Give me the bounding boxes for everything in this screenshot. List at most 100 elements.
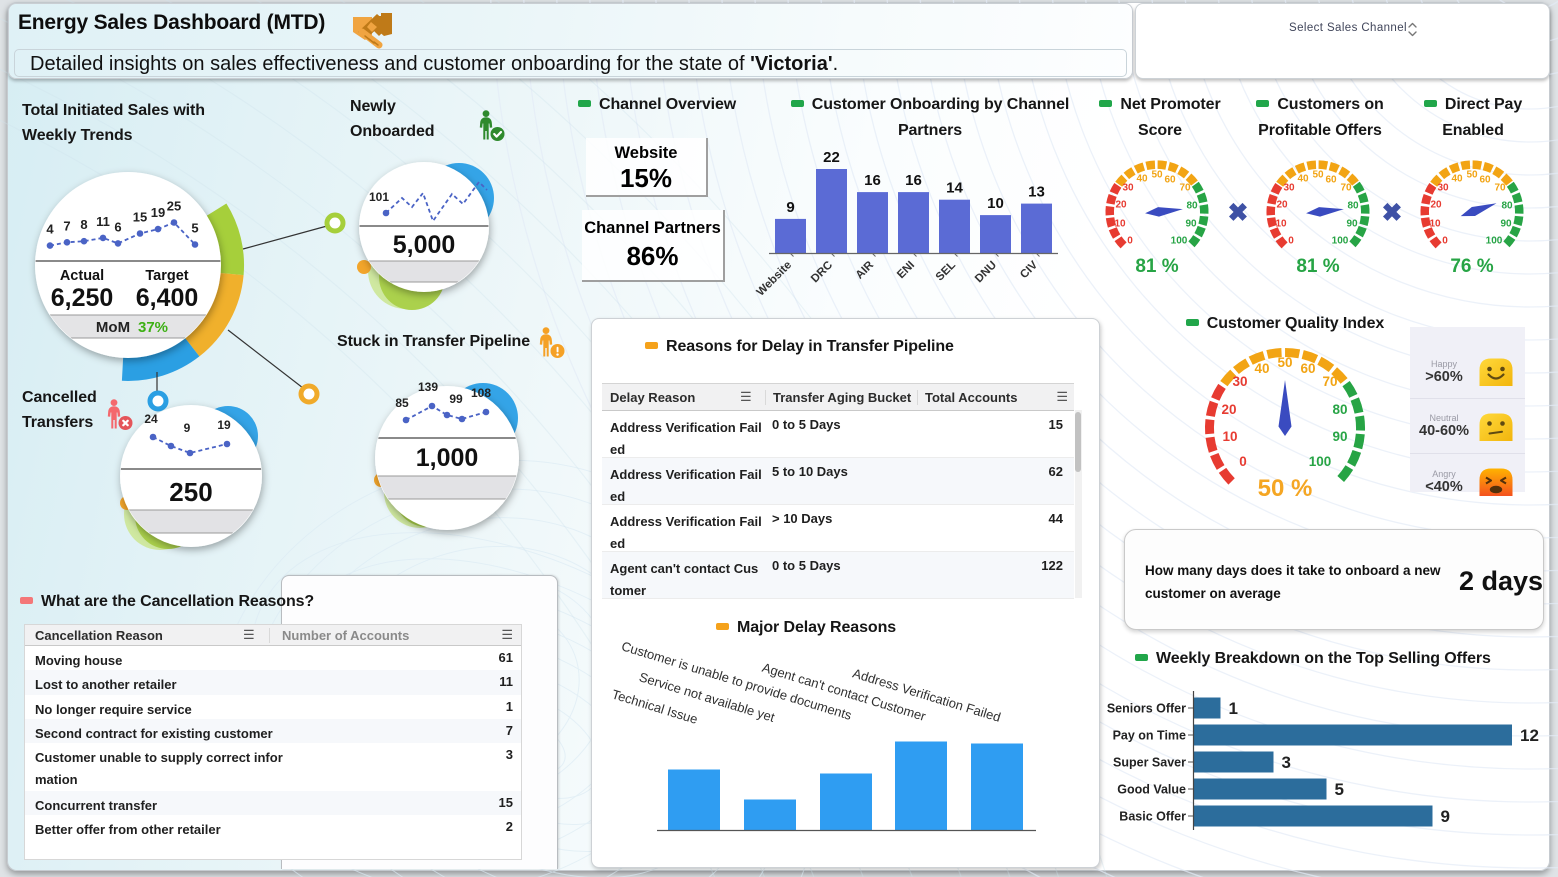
svg-text:11: 11 bbox=[96, 214, 110, 229]
svg-text:4: 4 bbox=[46, 222, 54, 237]
svg-text:✖: ✖ bbox=[1228, 199, 1249, 227]
svg-text:12: 12 bbox=[1520, 726, 1539, 745]
svg-text:13: 13 bbox=[1028, 184, 1045, 201]
svg-text:MoM: MoM bbox=[96, 319, 130, 336]
svg-text:16: 16 bbox=[864, 172, 881, 189]
svg-text:50: 50 bbox=[1151, 170, 1163, 181]
svg-text:81 %: 81 % bbox=[1135, 256, 1178, 277]
svg-text:80: 80 bbox=[1501, 201, 1513, 212]
svg-text:Pay on Time: Pay on Time bbox=[1113, 729, 1186, 743]
svg-text:Website: Website bbox=[755, 259, 795, 299]
svg-text:30: 30 bbox=[1437, 183, 1449, 194]
svg-text:90: 90 bbox=[1332, 429, 1347, 444]
svg-text:Good Value: Good Value bbox=[1117, 783, 1186, 797]
svg-text:AIR: AIR bbox=[854, 259, 877, 282]
svg-text:ENI: ENI bbox=[895, 259, 917, 281]
svg-text:50 %: 50 % bbox=[1258, 475, 1313, 502]
svg-text:0: 0 bbox=[1442, 236, 1448, 247]
svg-text:108: 108 bbox=[471, 386, 491, 400]
svg-text:80: 80 bbox=[1332, 402, 1347, 417]
svg-text:90: 90 bbox=[1185, 219, 1197, 230]
svg-text:15: 15 bbox=[133, 210, 147, 225]
svg-text:50: 50 bbox=[1277, 355, 1292, 370]
svg-text:5: 5 bbox=[191, 221, 198, 236]
svg-text:139: 139 bbox=[418, 380, 438, 394]
svg-text:16: 16 bbox=[905, 172, 922, 189]
svg-text:24: 24 bbox=[144, 412, 158, 426]
svg-text:40: 40 bbox=[1136, 174, 1148, 185]
svg-text:80: 80 bbox=[1347, 201, 1359, 212]
svg-text:CIV: CIV bbox=[1018, 259, 1040, 281]
svg-text:81 %: 81 % bbox=[1296, 256, 1339, 277]
svg-text:0: 0 bbox=[1239, 454, 1247, 469]
svg-text:100: 100 bbox=[1171, 236, 1188, 247]
svg-text:5: 5 bbox=[1335, 780, 1344, 799]
svg-text:6,400: 6,400 bbox=[136, 284, 199, 312]
svg-text:DNU: DNU bbox=[973, 259, 999, 285]
svg-text:8: 8 bbox=[80, 217, 87, 232]
svg-text:60: 60 bbox=[1300, 361, 1315, 376]
svg-text:7: 7 bbox=[63, 218, 70, 233]
svg-text:250: 250 bbox=[169, 477, 212, 507]
svg-text:30: 30 bbox=[1122, 183, 1134, 194]
svg-text:50: 50 bbox=[1466, 170, 1478, 181]
svg-text:5,000: 5,000 bbox=[393, 231, 456, 259]
svg-text:60: 60 bbox=[1479, 175, 1491, 186]
svg-text:100: 100 bbox=[1486, 236, 1503, 247]
svg-text:10: 10 bbox=[987, 195, 1004, 212]
svg-text:85: 85 bbox=[395, 396, 409, 410]
svg-text:10: 10 bbox=[1429, 219, 1441, 230]
svg-text:70: 70 bbox=[1340, 183, 1352, 194]
svg-text:0: 0 bbox=[1127, 236, 1133, 247]
svg-text:DRC: DRC bbox=[809, 259, 835, 285]
svg-text:Super Saver: Super Saver bbox=[1113, 756, 1186, 770]
svg-text:20: 20 bbox=[1276, 200, 1288, 211]
svg-text:Target: Target bbox=[145, 268, 188, 284]
svg-text:1: 1 bbox=[1229, 699, 1238, 718]
svg-text:60: 60 bbox=[1164, 175, 1176, 186]
svg-text:0: 0 bbox=[1288, 236, 1294, 247]
svg-text:14: 14 bbox=[946, 180, 963, 197]
svg-text:6: 6 bbox=[114, 219, 121, 234]
svg-text:40: 40 bbox=[1297, 174, 1309, 185]
svg-text:Actual: Actual bbox=[60, 268, 104, 284]
svg-text:19: 19 bbox=[151, 205, 165, 220]
svg-text:20: 20 bbox=[1221, 402, 1236, 417]
svg-text:Basic Offer: Basic Offer bbox=[1119, 810, 1186, 824]
svg-text:30: 30 bbox=[1232, 374, 1247, 389]
svg-text:20: 20 bbox=[1115, 200, 1127, 211]
svg-text:25: 25 bbox=[167, 199, 181, 214]
svg-text:100: 100 bbox=[1309, 454, 1332, 469]
svg-text:37%: 37% bbox=[138, 319, 168, 336]
svg-text:20: 20 bbox=[1430, 200, 1442, 211]
svg-text:6,250: 6,250 bbox=[51, 284, 114, 312]
svg-text:60: 60 bbox=[1325, 175, 1337, 186]
svg-text:76 %: 76 % bbox=[1450, 256, 1493, 277]
svg-text:70: 70 bbox=[1179, 183, 1191, 194]
svg-text:22: 22 bbox=[823, 149, 840, 166]
svg-text:40: 40 bbox=[1451, 174, 1463, 185]
svg-text:9: 9 bbox=[184, 421, 191, 435]
svg-text:101: 101 bbox=[369, 190, 389, 204]
svg-text:90: 90 bbox=[1500, 219, 1512, 230]
svg-text:9: 9 bbox=[786, 199, 794, 216]
svg-text:10: 10 bbox=[1114, 219, 1126, 230]
svg-text:SEL: SEL bbox=[934, 259, 958, 283]
svg-text:1,000: 1,000 bbox=[416, 444, 479, 472]
svg-text:10: 10 bbox=[1222, 429, 1237, 444]
svg-text:70: 70 bbox=[1494, 183, 1506, 194]
svg-text:70: 70 bbox=[1322, 374, 1337, 389]
svg-text:Seniors Offer: Seniors Offer bbox=[1107, 702, 1186, 716]
svg-text:50: 50 bbox=[1312, 170, 1324, 181]
svg-text:10: 10 bbox=[1275, 219, 1287, 230]
svg-text:30: 30 bbox=[1283, 183, 1295, 194]
svg-text:100: 100 bbox=[1332, 236, 1349, 247]
svg-text:80: 80 bbox=[1186, 201, 1198, 212]
svg-text:19: 19 bbox=[217, 418, 231, 432]
svg-text:40: 40 bbox=[1254, 361, 1269, 376]
svg-text:9: 9 bbox=[1441, 807, 1450, 826]
svg-text:3: 3 bbox=[1282, 753, 1291, 772]
svg-text:✖: ✖ bbox=[1382, 199, 1403, 227]
svg-text:90: 90 bbox=[1346, 219, 1358, 230]
svg-text:99: 99 bbox=[449, 392, 463, 406]
